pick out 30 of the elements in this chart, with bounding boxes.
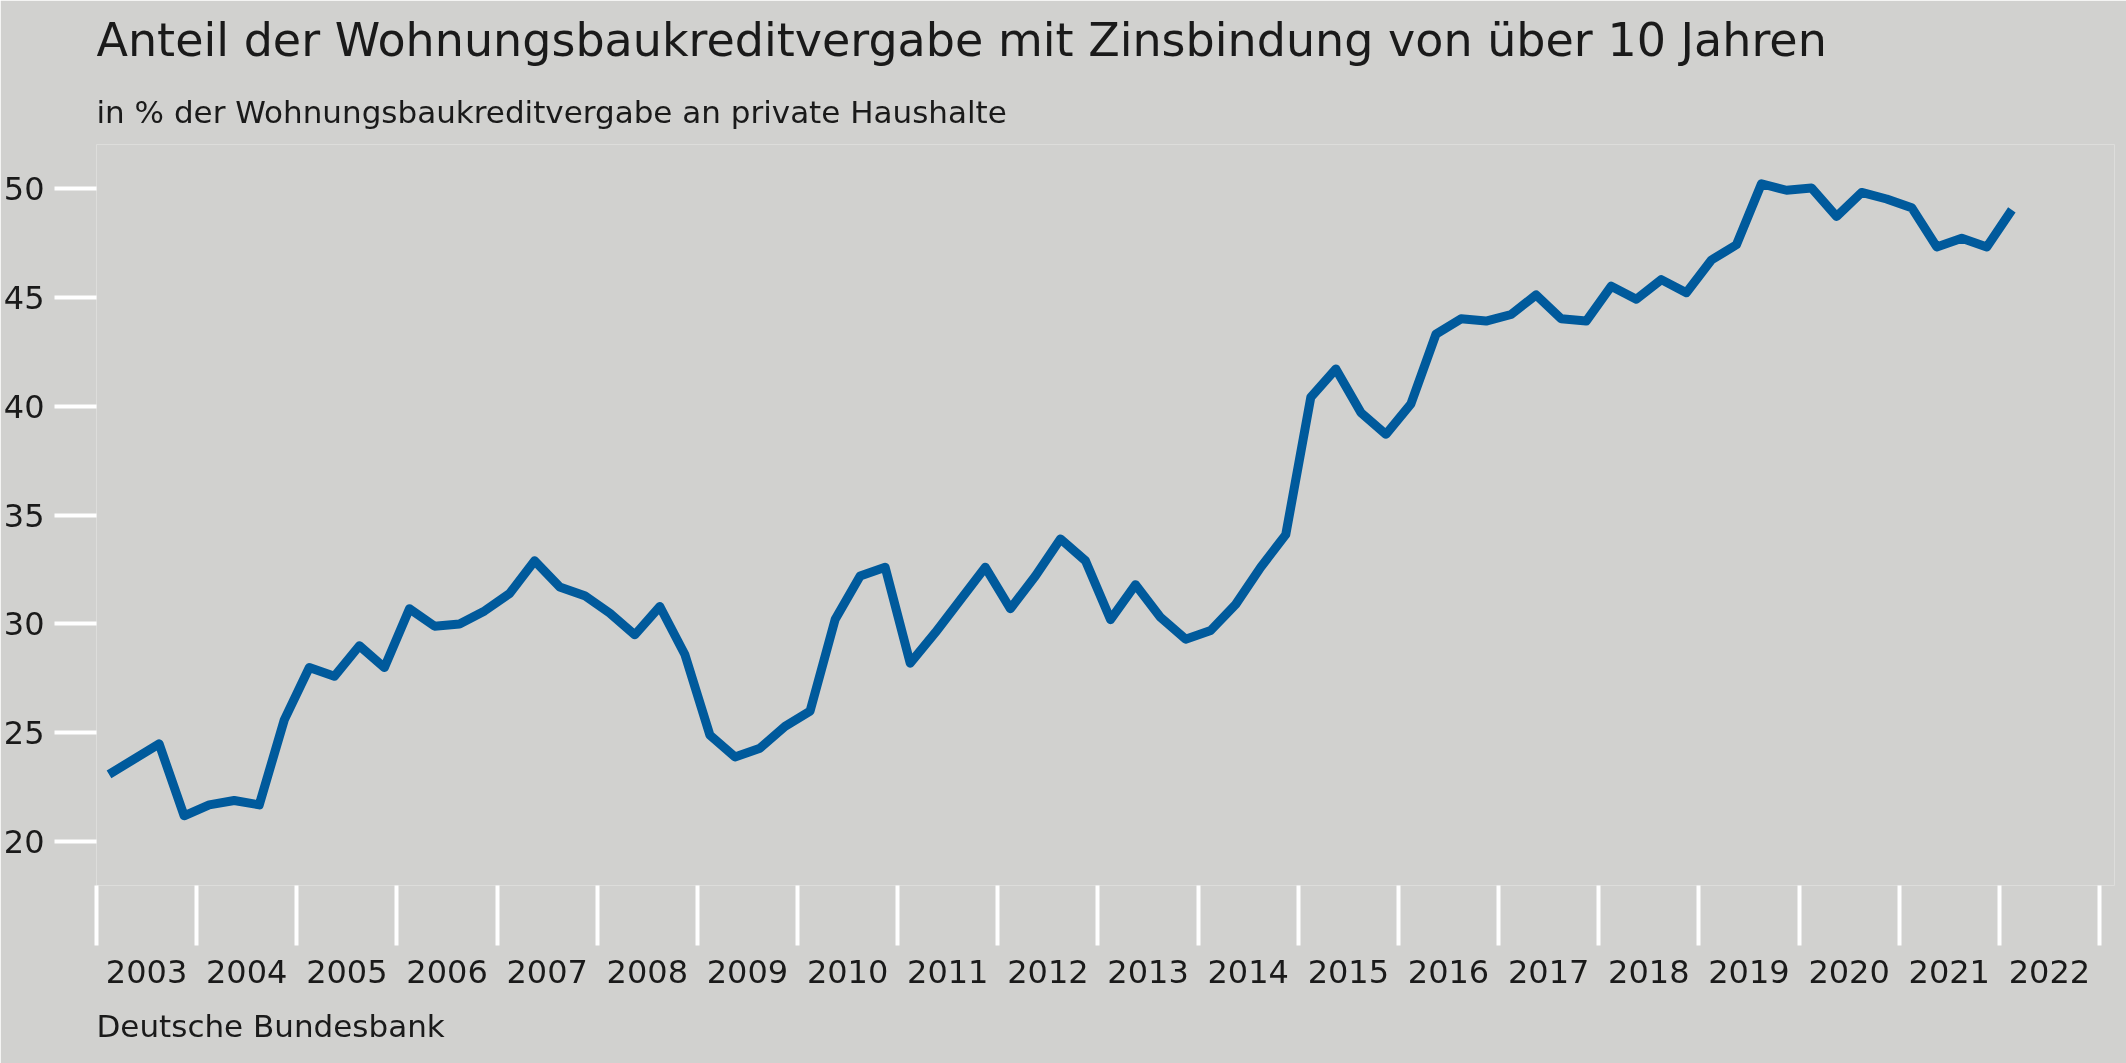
- x-tick-label: 2015: [1307, 952, 1390, 991]
- y-tick-label: 35: [3, 496, 45, 535]
- y-tick-label: 40: [3, 387, 45, 426]
- x-tick-label: 2014: [1207, 952, 1289, 991]
- x-tick-label: 2021: [1908, 952, 1990, 991]
- x-tick-label: 2004: [206, 952, 288, 991]
- x-tick-label: 2016: [1407, 952, 1490, 991]
- x-tick-label: 2007: [506, 952, 588, 991]
- text: Deutsche Bundesbank: [96, 1007, 445, 1044]
- x-tick-label: 2020: [1808, 952, 1890, 991]
- x-tick-label: 2009: [706, 952, 789, 991]
- x-tick-label: 2022: [2008, 952, 2091, 991]
- x-tick-label: 2013: [1107, 952, 1189, 991]
- chart-title: Anteil der Wohnungsbaukreditvergabe mit Zinsbindung von über 10 Jahren: [96, 12, 1827, 67]
- x-tick-label: 2011: [907, 952, 989, 991]
- x-tick-label: 2005: [306, 952, 388, 991]
- y-tick-label: 25: [3, 714, 45, 753]
- x-tick-label: 2006: [406, 952, 488, 991]
- x-tick-label: 2008: [606, 952, 689, 991]
- chart-subtitle: in % der Wohnungsbaukreditvergabe an private Haushalte: [96, 93, 1007, 130]
- y-tick-label: 50: [3, 169, 45, 208]
- y-tick-label: 45: [3, 278, 45, 317]
- x-tick-label: 2017: [1507, 952, 1590, 991]
- y-tick-label: 20: [3, 823, 45, 862]
- x-tick-label: 2019: [1708, 952, 1790, 991]
- y-tick-label: 30: [3, 605, 45, 644]
- x-tick-label: 2003: [105, 952, 188, 991]
- x-tick-label: 2018: [1608, 952, 1690, 991]
- x-tick-label: 2010: [806, 952, 889, 991]
- x-tick-label: 2012: [1007, 952, 1089, 991]
